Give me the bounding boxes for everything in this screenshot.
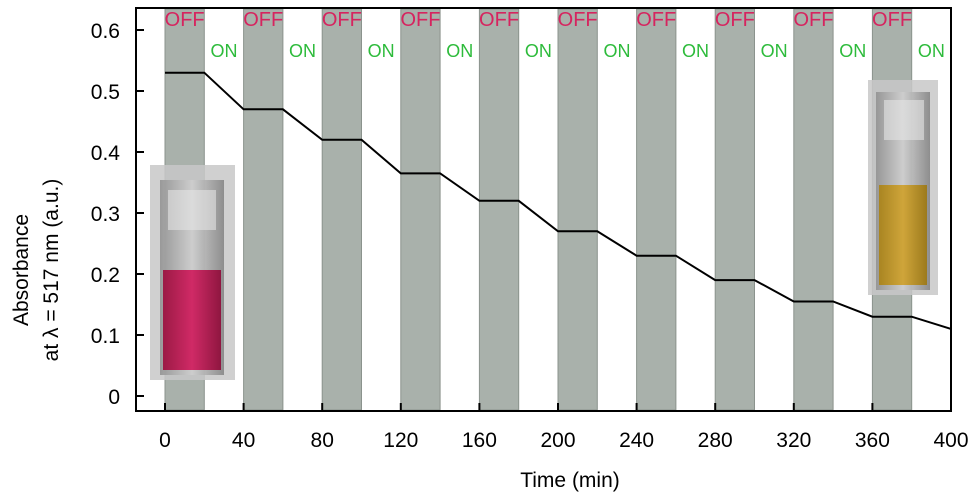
on-label-5: ON (603, 41, 630, 61)
off-label-5: OFF (558, 9, 598, 31)
x-axis-title: Time (min) (520, 469, 620, 492)
off-label-4: OFF (479, 9, 519, 31)
y-tick-label-1: 0.1 (91, 325, 120, 348)
off-band-6 (636, 8, 677, 411)
off-label-1: OFF (243, 9, 283, 31)
on-label-7: ON (761, 41, 788, 61)
off-band-5 (557, 8, 598, 411)
on-label-8: ON (839, 41, 866, 61)
off-label-7: OFF (715, 9, 755, 31)
on-label-1: ON (289, 41, 316, 61)
x-axis-ticks: 0 40 80 120 160 200 240 280 320 360 400 (159, 403, 969, 452)
on-label-3: ON (446, 41, 473, 61)
cuvette-photo-start (150, 165, 235, 380)
plot-frame (135, 7, 952, 412)
y-tick-label-6: 0.6 (91, 20, 120, 43)
on-label-4: ON (525, 41, 552, 61)
x-tick-label-4: 160 (462, 429, 497, 452)
x-tick-label-10: 400 (933, 429, 968, 452)
off-label-3: OFF (400, 9, 440, 31)
x-tick-label-7: 280 (698, 429, 733, 452)
off-label-9: OFF (872, 9, 912, 31)
x-tick-label-6: 240 (619, 429, 654, 452)
x-tick-label-3: 120 (383, 429, 418, 452)
x-tick-label-5: 200 (540, 429, 575, 452)
y-axis-title: Absorbance (10, 214, 33, 326)
on-label-6: ON (682, 41, 709, 61)
y-tick-label-5: 0.5 (91, 81, 120, 104)
x-tick-label-0: 0 (159, 429, 171, 452)
y-tick-label-4: 0.4 (91, 142, 121, 165)
y-tick-label-2: 0.2 (91, 264, 120, 287)
off-band-2 (321, 8, 363, 411)
off-band-3 (400, 8, 441, 411)
x-tick-label-8: 320 (776, 429, 811, 452)
off-bands (164, 8, 913, 411)
cuvette-photo-end (868, 80, 938, 295)
off-label-6: OFF (636, 9, 676, 31)
on-label-2: ON (368, 41, 395, 61)
off-band-4 (478, 8, 520, 411)
x-tick-label-9: 360 (855, 429, 890, 452)
on-label-0: ON (210, 41, 237, 61)
y-tick-label-0: 0 (108, 386, 120, 409)
off-label-2: OFF (322, 9, 362, 31)
off-label-8: OFF (793, 9, 833, 31)
x-tick-label-2: 80 (311, 429, 334, 452)
y-tick-label-3: 0.3 (91, 203, 120, 226)
off-band-7 (714, 8, 756, 411)
absorbance-series-line (165, 71, 952, 330)
on-label-9: ON (918, 41, 945, 61)
y-axis-ticks: 0 0.1 0.2 0.3 0.4 0.5 0.6 (91, 20, 144, 409)
off-band-1 (243, 8, 284, 411)
off-label-0: OFF (165, 9, 205, 31)
off-band-8 (793, 8, 834, 411)
y-axis-title-line2: at λ = 517 nm (a.u.) (40, 179, 63, 362)
x-tick-label-1: 40 (232, 429, 255, 452)
